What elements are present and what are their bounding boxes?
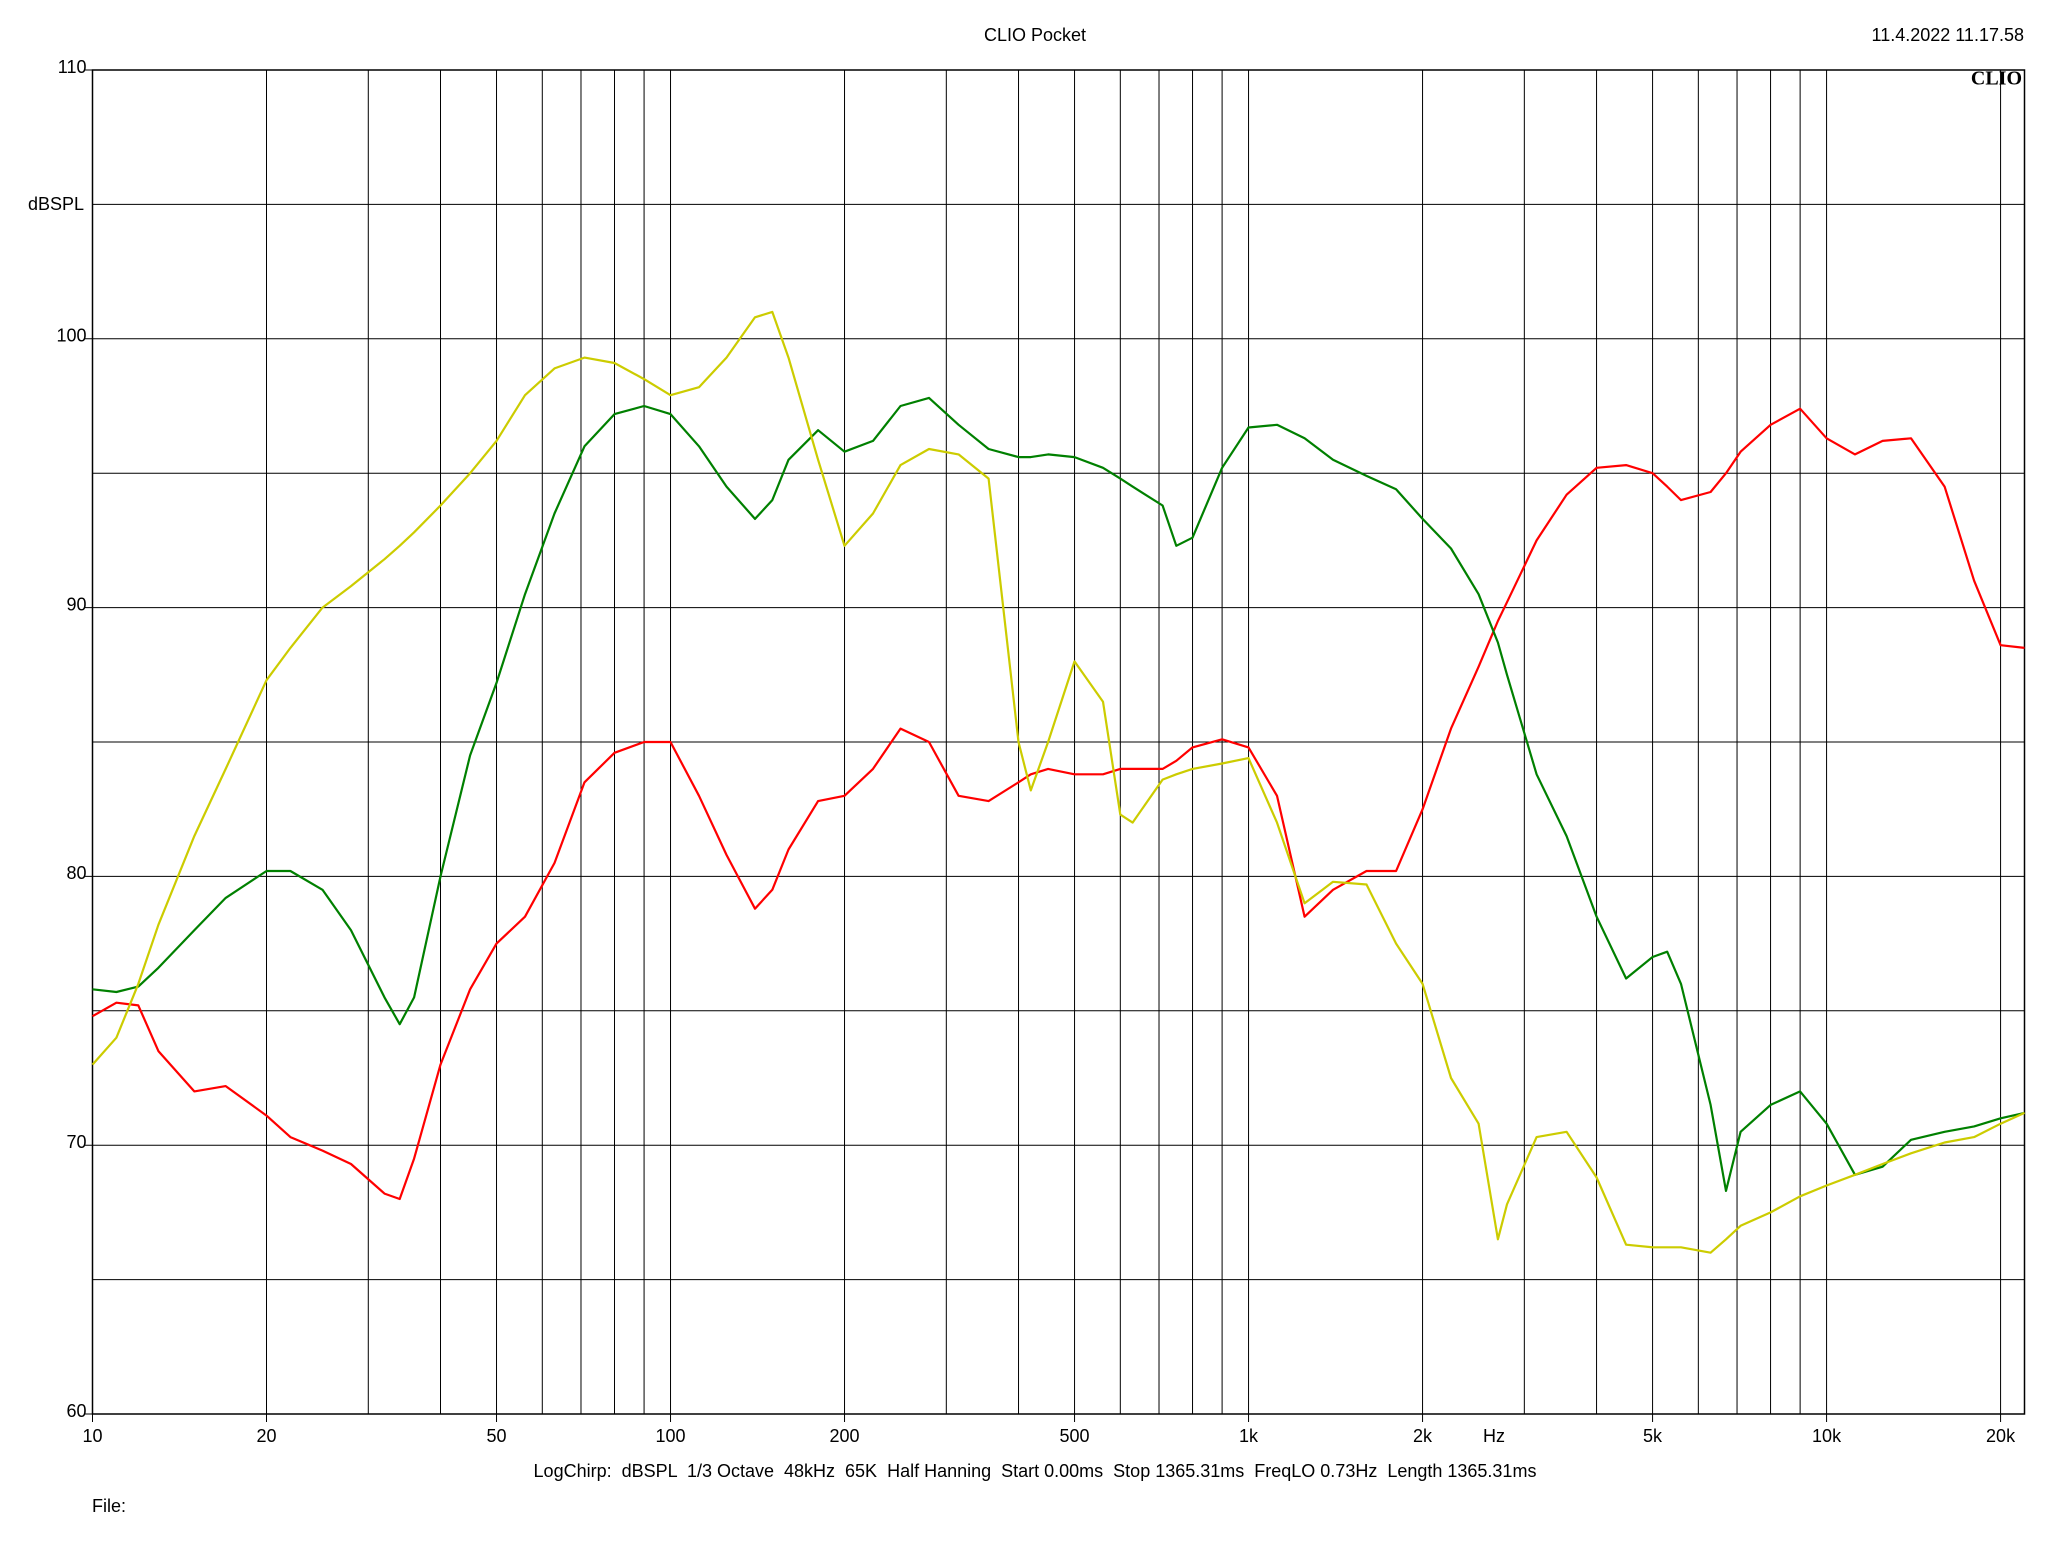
- y-tick-label: 60: [66, 1401, 86, 1421]
- footer: LogChirp: dBSPL 1/3 Octave 48kHz 65K Hal…: [534, 1461, 1537, 1481]
- x-tick-label: 200: [830, 1426, 860, 1446]
- x-tick-label: 20k: [1986, 1426, 2016, 1446]
- data-line: [92, 396, 2025, 1192]
- x-tick-label: 1k: [1239, 1426, 1259, 1446]
- logo: CLIO: [1971, 68, 2022, 90]
- x-tick-label: 100: [656, 1426, 686, 1446]
- x-tick-label: 2k: [1413, 1426, 1433, 1446]
- x-axis-label: Hz: [1483, 1426, 1505, 1446]
- data-line: [91, 407, 2025, 1201]
- plot-frame: [91, 69, 2026, 1415]
- y-tick-label: 70: [66, 1132, 86, 1152]
- chart-title: CLIO Pocket: [984, 25, 1086, 45]
- y-tick-label: 90: [66, 594, 86, 614]
- data-line: [91, 310, 2025, 1254]
- x-tick-label: 5k: [1643, 1426, 1663, 1446]
- x-tick-label: 500: [1060, 1426, 1090, 1446]
- file-label: File:: [92, 1496, 126, 1516]
- y-tick-label: 100: [56, 326, 86, 346]
- timestamp: 11.4.2022 11.17.58: [1872, 25, 2024, 45]
- x-tick-label: 50: [487, 1426, 507, 1446]
- x-tick-label: 20: [256, 1426, 276, 1446]
- y-tick-label: 80: [66, 863, 86, 883]
- y-tick-label: 110: [58, 57, 87, 77]
- x-tick-label: 10: [82, 1426, 102, 1446]
- y-axis-label: dBSPL: [28, 194, 84, 214]
- x-tick-label: 10k: [1812, 1426, 1842, 1446]
